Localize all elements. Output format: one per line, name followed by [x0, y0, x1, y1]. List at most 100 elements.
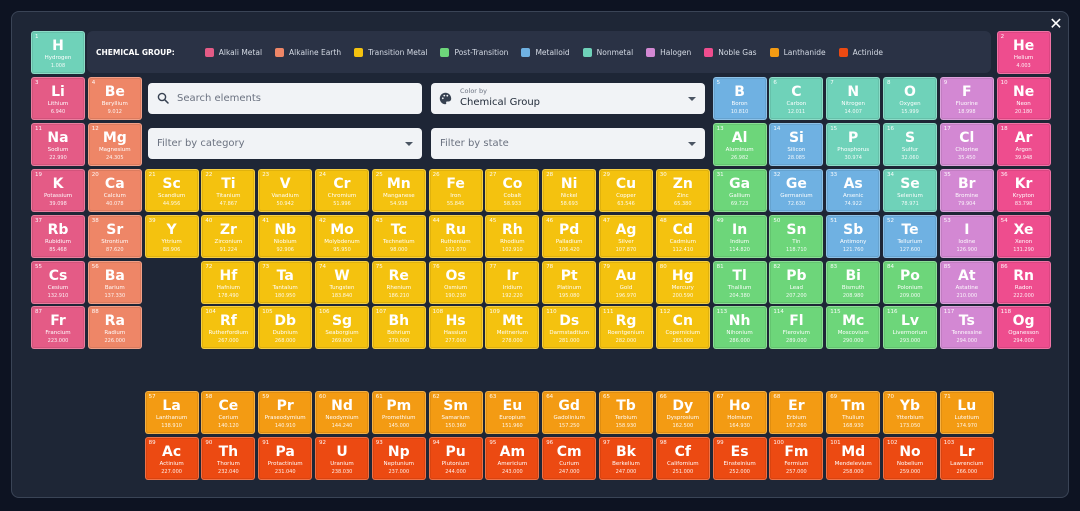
element-tile-praseodymium[interactable]: 59 Pr Praseodymium 140.910 [258, 391, 313, 434]
close-icon[interactable]: ✕ [1049, 14, 1063, 33]
element-tile-zirconium[interactable]: 40 Zr Zirconium 91.224 [201, 214, 256, 258]
element-tile-iridium[interactable]: 77 Ir Iridium 192.220 [485, 260, 540, 304]
element-tile-dubnium[interactable]: 105 Db Dubnium 268.000 [258, 306, 313, 350]
element-tile-yttrium[interactable]: 39 Y Yttrium 88.906 [144, 214, 199, 258]
element-tile-carbon[interactable]: 6 C Carbon 12.011 [769, 76, 824, 120]
element-tile-neptunium[interactable]: 93 Np Neptunium 237.000 [371, 437, 426, 481]
element-tile-tantalum[interactable]: 73 Ta Tantalum 180.950 [258, 260, 313, 304]
element-tile-terbium[interactable]: 65 Tb Terbium 158.930 [599, 391, 653, 434]
element-tile-hafnium[interactable]: 72 Hf Hafnium 178.490 [201, 260, 256, 304]
element-tile-rutherfordium[interactable]: 104 Rf Rutherfordium 267.000 [201, 306, 256, 350]
element-tile-hydrogen[interactable]: 1 H Hydrogen 1.008 [31, 31, 85, 74]
element-tile-cesium[interactable]: 55 Cs Cesium 132.910 [31, 260, 85, 304]
element-tile-niobium[interactable]: 41 Nb Niobium 92.906 [258, 214, 313, 258]
element-tile-holmium[interactable]: 67 Ho Holmium 164.930 [712, 391, 767, 434]
element-tile-astatine[interactable]: 85 At Astatine 210.000 [939, 260, 994, 304]
element-tile-hassium[interactable]: 108 Hs Hassium 277.000 [428, 306, 483, 350]
element-tile-ruthenium[interactable]: 44 Ru Ruthenium 101.070 [428, 214, 483, 258]
element-tile-arsenic[interactable]: 33 As Arsenic 74.922 [826, 168, 881, 212]
element-tile-bromine[interactable]: 35 Br Bromine 79.904 [939, 168, 994, 212]
element-tile-xenon[interactable]: 54 Xe Xenon 131.290 [996, 214, 1051, 258]
element-tile-tennessine[interactable]: 117 Ts Tennessine 294.000 [939, 306, 994, 350]
element-tile-oganesson[interactable]: 118 Og Oganesson 294.000 [996, 306, 1051, 350]
element-tile-lanthanum[interactable]: 57 La Lanthanum 138.910 [144, 391, 199, 434]
element-tile-aluminum[interactable]: 13 Al Aluminum 26.982 [712, 122, 767, 166]
element-tile-californium[interactable]: 98 Cf Californium 251.000 [655, 437, 710, 481]
element-tile-einsteinium[interactable]: 99 Es Einsteinium 252.000 [712, 437, 767, 481]
element-tile-actinium[interactable]: 89 Ac Actinium 227.000 [144, 437, 199, 481]
category-filter-select[interactable]: Filter by category [148, 128, 422, 159]
element-tile-tin[interactable]: 50 Sn Tin 118.710 [769, 214, 824, 258]
element-tile-indium[interactable]: 49 In Indium 114.820 [712, 214, 767, 258]
element-tile-krypton[interactable]: 36 Kr Krypton 83.798 [996, 168, 1051, 212]
element-tile-argon[interactable]: 18 Ar Argon 39.948 [996, 122, 1051, 166]
element-tile-ytterbium[interactable]: 70 Yb Ytterbium 173.050 [883, 391, 937, 434]
color-by-select[interactable]: Color by Chemical Group [431, 83, 705, 114]
element-tile-flerovium[interactable]: 114 Fl Flerovium 289.000 [769, 306, 824, 350]
element-tile-cobalt[interactable]: 27 Co Cobalt 58.933 [485, 168, 540, 212]
element-tile-osmium[interactable]: 76 Os Osmium 190.230 [428, 260, 483, 304]
element-tile-bohrium[interactable]: 107 Bh Bohrium 270.000 [371, 306, 426, 350]
element-tile-oxygen[interactable]: 8 O Oxygen 15.999 [883, 76, 937, 120]
element-tile-lithium[interactable]: 3 Li Lithium 6.940 [31, 76, 85, 120]
element-tile-mendelevium[interactable]: 101 Md Mendelevium 258.000 [826, 437, 881, 481]
element-tile-magnesium[interactable]: 12 Mg Magnesium 24.305 [87, 122, 142, 166]
element-tile-calcium[interactable]: 20 Ca Calcium 40.078 [87, 168, 142, 212]
element-tile-thallium[interactable]: 81 Tl Thallium 204.380 [712, 260, 767, 304]
element-tile-curium[interactable]: 96 Cm Curium 247.000 [542, 437, 597, 481]
search-input[interactable]: Search elements [148, 83, 422, 114]
element-tile-silicon[interactable]: 14 Si Silicon 28.085 [769, 122, 824, 166]
element-tile-barium[interactable]: 56 Ba Barium 137.330 [87, 260, 142, 304]
element-tile-nitrogen[interactable]: 7 N Nitrogen 14.007 [826, 76, 881, 120]
element-tile-tellurium[interactable]: 52 Te Tellurium 127.600 [883, 214, 937, 258]
element-tile-meitnerium[interactable]: 109 Mt Meitnerium 278.000 [485, 306, 540, 350]
element-tile-bismuth[interactable]: 83 Bi Bismuth 208.980 [826, 260, 881, 304]
element-tile-francium[interactable]: 87 Fr Francium 223.000 [31, 306, 85, 350]
element-tile-silver[interactable]: 47 Ag Silver 107.870 [599, 214, 653, 258]
element-tile-copernicium[interactable]: 112 Cn Copernicium 285.000 [655, 306, 710, 350]
element-tile-neodymium[interactable]: 60 Nd Neodymium 144.240 [315, 391, 369, 434]
element-tile-selenium[interactable]: 34 Se Selenium 78.971 [883, 168, 937, 212]
element-tile-dysprosium[interactable]: 66 Dy Dysprosium 162.500 [655, 391, 710, 434]
element-tile-roentgenium[interactable]: 111 Rg Roentgenium 282.000 [599, 306, 653, 350]
element-tile-berkelium[interactable]: 97 Bk Berkelium 247.000 [599, 437, 653, 481]
element-tile-protactinium[interactable]: 91 Pa Protactinium 231.040 [258, 437, 313, 481]
element-tile-iron[interactable]: 26 Fe Iron 55.845 [428, 168, 483, 212]
element-tile-seaborgium[interactable]: 106 Sg Seaborgium 269.000 [315, 306, 369, 350]
element-tile-uranium[interactable]: 92 U Uranium 238.030 [315, 437, 369, 481]
element-tile-rhenium[interactable]: 75 Re Rhenium 186.210 [371, 260, 426, 304]
element-tile-erbium[interactable]: 68 Er Erbium 167.260 [769, 391, 824, 434]
element-tile-tungsten[interactable]: 74 W Tungsten 183.840 [315, 260, 369, 304]
element-tile-rhodium[interactable]: 45 Rh Rhodium 102.910 [485, 214, 540, 258]
element-tile-thorium[interactable]: 90 Th Thorium 232.040 [201, 437, 256, 481]
element-tile-copper[interactable]: 29 Cu Copper 63.546 [599, 168, 653, 212]
element-tile-iodine[interactable]: 53 I Iodine 126.900 [939, 214, 994, 258]
element-tile-polonium[interactable]: 84 Po Polonium 209.000 [883, 260, 937, 304]
element-tile-potassium[interactable]: 19 K Potassium 39.098 [31, 168, 85, 212]
element-tile-lawrencium[interactable]: 103 Lr Lawrencium 266.000 [939, 437, 994, 481]
element-tile-manganese[interactable]: 25 Mn Manganese 54.938 [371, 168, 426, 212]
element-tile-gallium[interactable]: 31 Ga Gallium 69.723 [712, 168, 767, 212]
element-tile-lead[interactable]: 82 Pb Lead 207.200 [769, 260, 824, 304]
element-tile-sulfur[interactable]: 16 S Sulfur 32.060 [883, 122, 937, 166]
element-tile-sodium[interactable]: 11 Na Sodium 22.990 [31, 122, 85, 166]
element-tile-nihonium[interactable]: 113 Nh Nihonium 286.000 [712, 306, 767, 350]
element-tile-lutetium[interactable]: 71 Lu Lutetium 174.970 [939, 391, 994, 434]
element-tile-americium[interactable]: 95 Am Americium 243.000 [485, 437, 540, 481]
element-tile-promethium[interactable]: 61 Pm Promethium 145.000 [371, 391, 426, 434]
element-tile-strontium[interactable]: 38 Sr Strontium 87.620 [87, 214, 142, 258]
element-tile-neon[interactable]: 10 Ne Neon 20.180 [996, 76, 1051, 120]
element-tile-plutonium[interactable]: 94 Pu Plutonium 244.000 [428, 437, 483, 481]
element-tile-nobelium[interactable]: 102 No Nobelium 259.000 [883, 437, 937, 481]
element-tile-helium[interactable]: 2 He Helium 4.003 [996, 31, 1051, 74]
element-tile-fermium[interactable]: 100 Fm Fermium 257.000 [769, 437, 824, 481]
element-tile-europium[interactable]: 63 Eu Europium 151.960 [485, 391, 540, 434]
element-tile-molybdenum[interactable]: 42 Mo Molybdenum 95.950 [315, 214, 369, 258]
element-tile-radon[interactable]: 86 Rn Radon 222.000 [996, 260, 1051, 304]
element-tile-livermorium[interactable]: 116 Lv Livermorium 293.000 [883, 306, 937, 350]
element-tile-samarium[interactable]: 62 Sm Samarium 150.360 [428, 391, 483, 434]
element-tile-moscovium[interactable]: 115 Mc Moscovium 290.000 [826, 306, 881, 350]
element-tile-thulium[interactable]: 69 Tm Thulium 168.930 [826, 391, 881, 434]
element-tile-antimony[interactable]: 51 Sb Antimony 121.760 [826, 214, 881, 258]
element-tile-beryllium[interactable]: 4 Be Beryllium 9.012 [87, 76, 142, 120]
